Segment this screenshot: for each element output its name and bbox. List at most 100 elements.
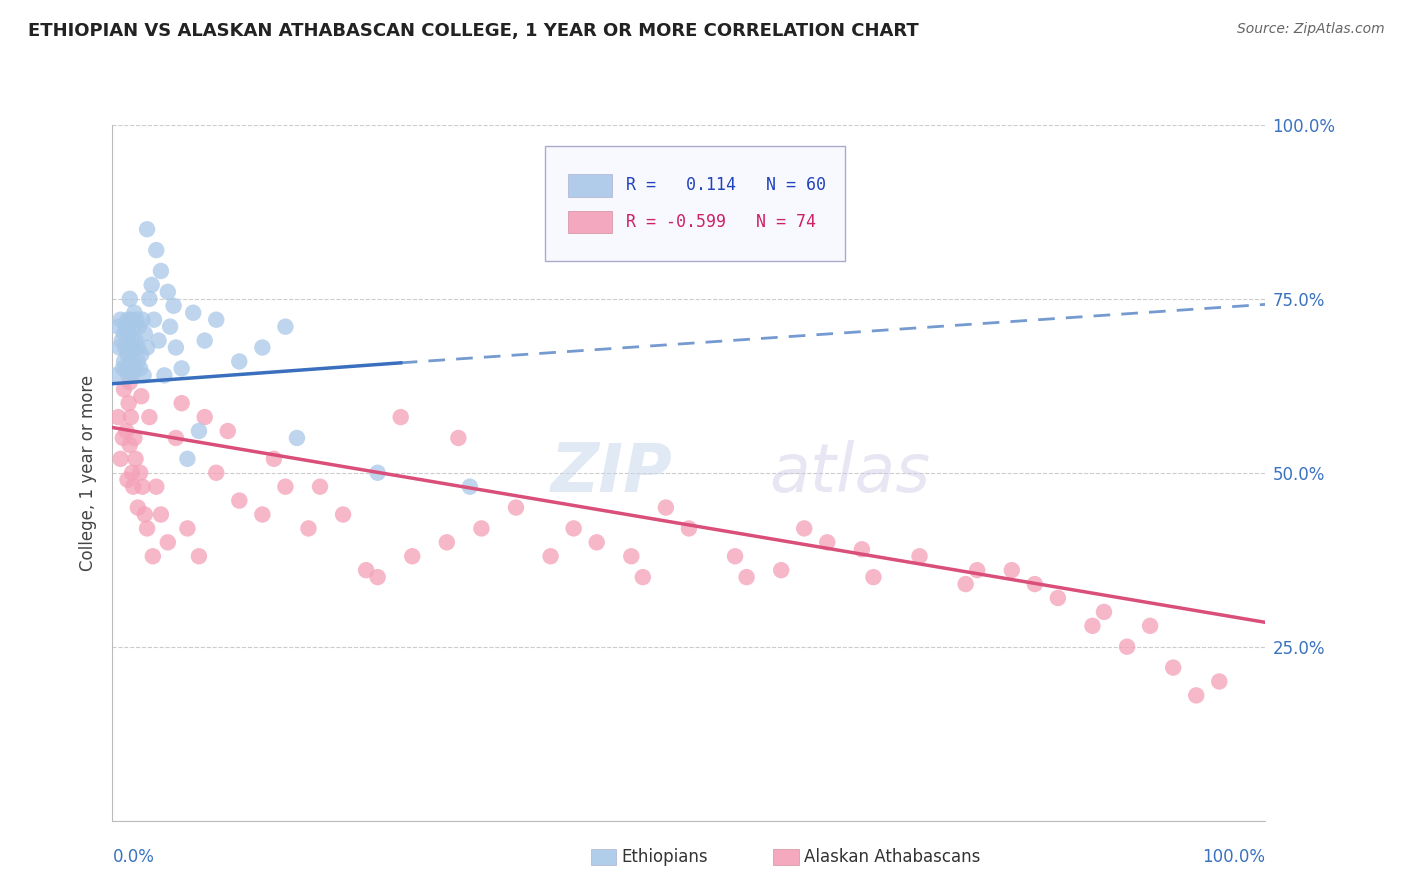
Point [110,451,132,466]
Y-axis label: College, 1 year or more: College, 1 year or more [79,375,97,571]
Point [354,563,377,577]
Point [815,535,838,549]
Point [141,277,163,292]
Point [156,285,179,299]
Point [165,341,187,355]
Point [149,508,172,522]
Point [111,334,134,348]
Point [176,521,198,535]
Point [170,361,193,376]
Text: R =   0.114   N = 60: R = 0.114 N = 60 [626,177,825,194]
Point [908,549,931,564]
Point [125,312,148,326]
Point [112,354,135,368]
Point [129,361,152,376]
Point [108,341,131,355]
Point [118,376,141,390]
Point [122,480,145,494]
Point [149,264,172,278]
Point [124,451,146,466]
Point [117,396,139,410]
Point [170,396,193,410]
Point [228,354,250,368]
Point [112,382,135,396]
Point [228,493,250,508]
Point [389,410,412,425]
Point [458,480,481,494]
Point [129,466,152,480]
Point [138,292,160,306]
Point [117,326,139,341]
Point [862,570,884,584]
Point [111,431,134,445]
Point [966,563,988,577]
Point [118,438,141,452]
Text: atlas: atlas [769,440,931,506]
Point [176,451,198,466]
Point [110,312,132,326]
Point [127,341,149,355]
Point [274,319,297,334]
Point [118,341,141,355]
Point [263,451,285,466]
Point [436,535,458,549]
Point [447,431,470,445]
Point [187,549,211,564]
Point [122,319,145,334]
Point [562,521,585,535]
Point [851,542,873,557]
Point [165,431,187,445]
Point [120,354,142,368]
Point [194,410,217,425]
Point [217,424,239,438]
Point [631,570,654,584]
Point [770,563,793,577]
Point [117,368,139,383]
Point [793,521,815,535]
Point [401,549,423,564]
Point [1161,660,1184,674]
Point [187,424,211,438]
Point [678,521,700,535]
Point [115,361,138,376]
Point [252,341,274,355]
Point [124,361,146,376]
Point [104,368,127,383]
Point [367,466,389,480]
Point [120,410,142,425]
Point [121,334,143,348]
Point [145,243,167,257]
Point [134,326,156,341]
Text: R = -0.599   N = 74: R = -0.599 N = 74 [626,213,815,231]
Point [162,299,184,313]
Point [138,410,160,425]
Point [585,535,607,549]
Point [107,319,129,334]
Text: Alaskan Athabascans: Alaskan Athabascans [804,848,980,866]
Point [955,577,977,591]
Point [181,306,204,320]
Point [127,354,149,368]
Point [505,500,527,515]
Point [128,319,150,334]
Point [131,480,153,494]
Point [136,222,159,236]
Point [120,312,142,326]
Point [309,480,332,494]
Point [114,341,136,355]
Point [285,431,308,445]
Point [124,306,146,320]
Point [297,521,319,535]
Point [112,326,135,341]
Point [194,334,217,348]
Point [153,368,176,383]
Text: ZIP: ZIP [551,440,672,506]
Point [117,312,139,326]
Point [148,334,170,348]
Point [470,521,492,535]
Point [1185,689,1208,703]
Point [115,424,138,438]
Point [143,312,166,326]
Point [121,368,143,383]
Point [115,319,138,334]
